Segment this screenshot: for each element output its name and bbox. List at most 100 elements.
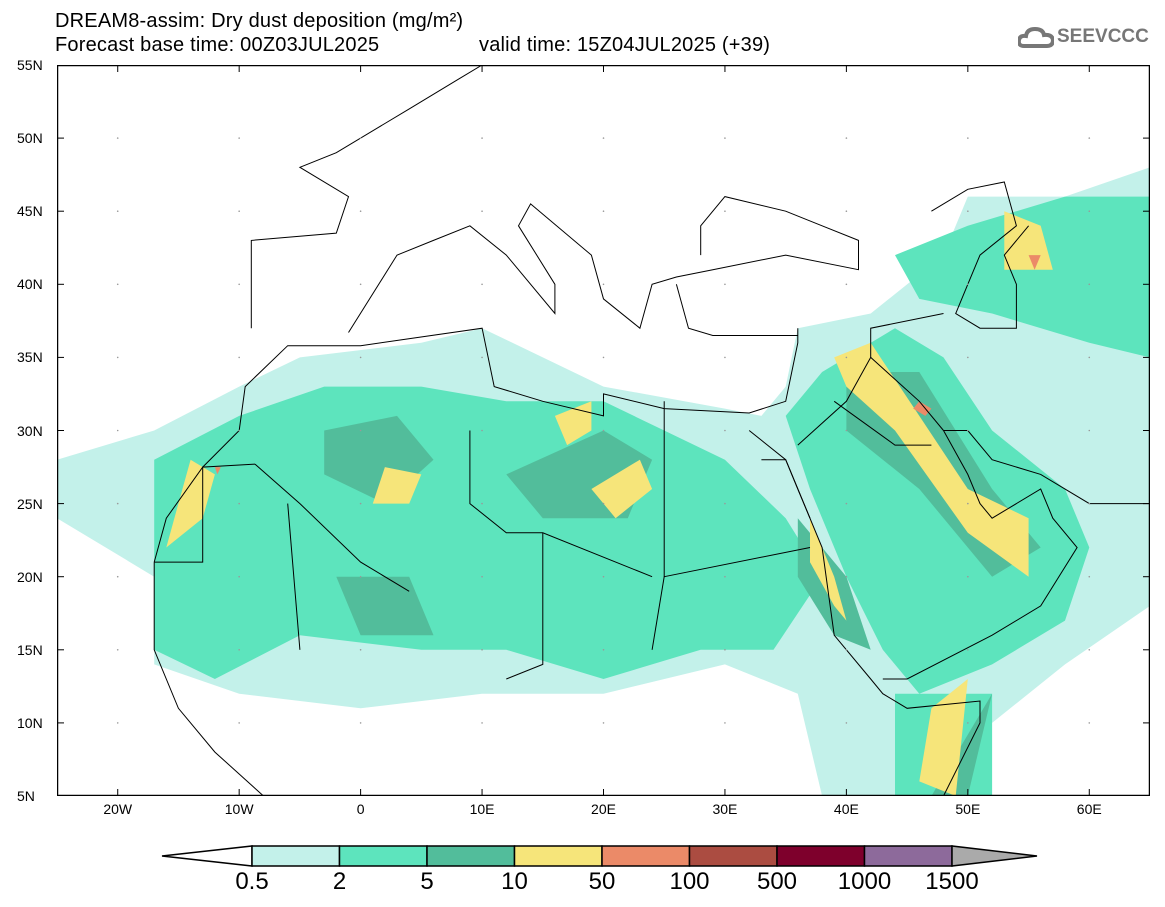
grid-dot [602, 502, 605, 505]
dust-contour [591, 459, 653, 519]
grid-dot [116, 283, 119, 286]
grid-dot [1088, 502, 1091, 505]
grid-dot [602, 649, 605, 651]
cloud-icon [1018, 26, 1054, 48]
colorbar-label: 50 [588, 868, 616, 895]
coastline-border [651, 576, 665, 650]
dust-contour [810, 518, 847, 621]
coastline-border [870, 357, 944, 431]
grid-dot [845, 575, 848, 578]
grid-dot [238, 502, 240, 505]
grid-dot [116, 722, 119, 724]
grid-dot [359, 283, 362, 286]
dust-contour [336, 576, 434, 636]
lon-label: 40E [833, 801, 859, 817]
grid-dot [845, 429, 848, 432]
lat-label: 25N [17, 495, 43, 512]
grid-dot [1088, 722, 1091, 724]
dust-contour [372, 467, 422, 504]
colorbar-label: 100 [669, 868, 710, 895]
coastline-border [250, 65, 483, 329]
lat-label: 20N [17, 568, 43, 585]
grid-dot [481, 722, 483, 724]
grid-dot [1088, 575, 1091, 578]
grid-dot [481, 575, 483, 578]
coastline-border [931, 181, 1029, 329]
grid-dot [359, 722, 362, 724]
grid-dot [359, 356, 362, 359]
grid-dot [845, 356, 848, 359]
grid-dot [481, 502, 483, 505]
grid-dot [724, 283, 726, 286]
dust-contour [214, 467, 221, 475]
dust-contour [913, 401, 932, 416]
coastline-border [254, 463, 410, 592]
grid-dot [238, 283, 240, 286]
coastline-border [675, 284, 798, 336]
grid-dot [481, 649, 483, 651]
grid-dot [602, 137, 605, 139]
grid-dot [845, 210, 848, 212]
coastline-border [943, 430, 1150, 505]
grid-dot [1088, 283, 1091, 286]
grid-dot [602, 210, 605, 212]
lon-label: 50E [955, 801, 981, 817]
grid-dot [238, 722, 240, 724]
lon-label: 20W [103, 801, 133, 817]
lon-label: 0 [356, 801, 365, 817]
grid-dot [1088, 210, 1091, 212]
colorbar-swatch [513, 845, 603, 867]
lon-label: 30E [712, 801, 738, 817]
grid-dot [116, 575, 119, 578]
grid-dot [481, 283, 483, 286]
coastline-border [506, 532, 544, 680]
grid-dot [238, 210, 240, 212]
grid-dot [602, 429, 605, 432]
grid-dot [481, 137, 483, 139]
grid-dot [1088, 137, 1091, 139]
coastline-border [882, 430, 1078, 680]
coastline-border [833, 400, 932, 446]
colorbar-swatch [688, 845, 778, 867]
dust-contour [834, 342, 1029, 577]
grid-dot [845, 283, 848, 286]
coastline-border [348, 196, 859, 333]
grid-dot [724, 722, 726, 724]
grid-dot [967, 356, 969, 359]
grid-dot [238, 429, 240, 432]
grid-dot [359, 210, 362, 212]
lon-label: 10E [469, 801, 495, 817]
grid-dot [238, 356, 240, 359]
dust-contour [154, 386, 823, 679]
grid-dot [845, 502, 848, 505]
grid-dot [481, 356, 483, 359]
grid-dot [116, 502, 119, 505]
grid-dot [724, 502, 726, 505]
grid-dot [967, 649, 969, 651]
grid-dot [238, 575, 240, 578]
colorbar-label: 500 [756, 868, 798, 895]
grid-dot [967, 722, 969, 724]
coastline-border [154, 463, 256, 563]
grid-dot [602, 283, 605, 286]
lat-label: 40N [17, 276, 43, 293]
lat-label: 35N [17, 349, 43, 366]
grid-dot [359, 502, 362, 505]
colorbar-label: 1500 [925, 868, 979, 895]
dust-contour [895, 196, 1150, 358]
grid-dot [238, 649, 240, 651]
logo-text: SEEVCCC [1057, 26, 1149, 47]
colorbar-swatch [863, 845, 953, 867]
grid-dot [967, 137, 969, 139]
grid-dot [1088, 356, 1091, 359]
grid-dot [481, 429, 483, 432]
grid-dot [116, 649, 119, 651]
colorbar [161, 845, 1038, 867]
lat-label: 15N [17, 641, 43, 658]
grid-dot [724, 137, 726, 139]
grid-dot [116, 356, 119, 359]
grid-dot [845, 137, 848, 139]
grid-dot [359, 575, 362, 578]
dust-contour [554, 401, 592, 446]
coastline-border [287, 503, 301, 650]
